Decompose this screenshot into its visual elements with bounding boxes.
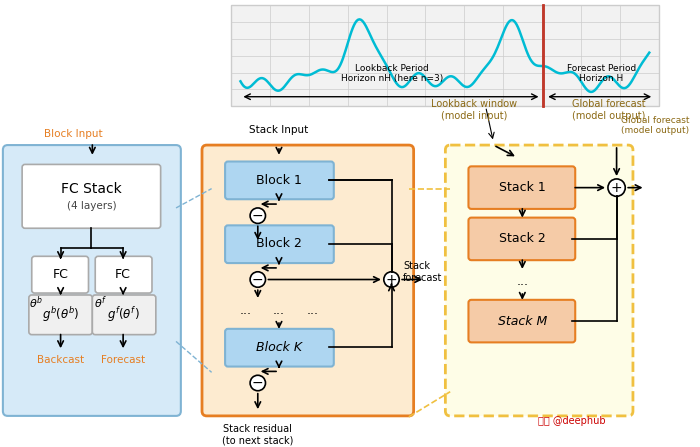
Text: 头条 @deephub: 头条 @deephub xyxy=(538,416,606,426)
Text: Stack M: Stack M xyxy=(498,315,547,328)
Text: $\theta^f$: $\theta^f$ xyxy=(94,294,108,311)
FancyBboxPatch shape xyxy=(468,218,575,260)
Text: $\theta^b$: $\theta^b$ xyxy=(29,294,43,311)
FancyBboxPatch shape xyxy=(22,164,160,228)
Text: Forecast Period
Horizon H: Forecast Period Horizon H xyxy=(566,64,636,83)
Text: Block 2: Block 2 xyxy=(256,237,302,250)
Text: Global forecast
(model output): Global forecast (model output) xyxy=(572,99,645,121)
Circle shape xyxy=(608,179,625,196)
Text: Stack
forecast: Stack forecast xyxy=(403,261,442,283)
FancyBboxPatch shape xyxy=(95,256,152,293)
FancyBboxPatch shape xyxy=(92,295,156,335)
FancyBboxPatch shape xyxy=(3,145,181,416)
Text: $g^b(\theta^b)$: $g^b(\theta^b)$ xyxy=(42,305,79,324)
Text: FC Stack: FC Stack xyxy=(61,181,122,196)
Text: Block 1: Block 1 xyxy=(256,174,302,187)
Text: Block K: Block K xyxy=(256,341,302,354)
Text: −: − xyxy=(252,376,264,390)
Text: Stack 2: Stack 2 xyxy=(499,232,546,245)
Text: (4 layers): (4 layers) xyxy=(66,201,116,211)
Text: ...: ... xyxy=(307,304,319,317)
Circle shape xyxy=(250,375,265,391)
FancyBboxPatch shape xyxy=(445,145,633,416)
Text: FC: FC xyxy=(52,268,69,281)
FancyBboxPatch shape xyxy=(32,256,88,293)
Text: Lookback Period
Horizon nH (here n=3): Lookback Period Horizon nH (here n=3) xyxy=(341,64,443,83)
Text: $g^f(\theta^f)$: $g^f(\theta^f)$ xyxy=(106,305,139,324)
Text: Block Input: Block Input xyxy=(44,129,103,139)
Text: ...: ... xyxy=(239,304,251,317)
Text: +: + xyxy=(386,273,398,287)
FancyBboxPatch shape xyxy=(468,166,575,209)
Text: Forecast: Forecast xyxy=(101,355,145,365)
FancyBboxPatch shape xyxy=(225,161,334,199)
Text: FC: FC xyxy=(116,268,131,281)
Text: −: − xyxy=(252,273,264,287)
Bar xyxy=(231,5,659,106)
FancyBboxPatch shape xyxy=(225,329,334,367)
Text: Stack residual
(to next stack): Stack residual (to next stack) xyxy=(222,424,293,445)
Text: Global forecast
(model output): Global forecast (model output) xyxy=(622,116,690,135)
Text: ...: ... xyxy=(517,275,528,288)
Text: +: + xyxy=(611,181,622,194)
FancyBboxPatch shape xyxy=(29,295,92,335)
Circle shape xyxy=(250,272,265,287)
Circle shape xyxy=(250,208,265,224)
Text: −: − xyxy=(252,209,264,223)
Text: Stack Input: Stack Input xyxy=(249,126,309,135)
Text: Lookback window
(model input): Lookback window (model input) xyxy=(431,99,517,121)
Text: Stack 1: Stack 1 xyxy=(499,181,546,194)
FancyBboxPatch shape xyxy=(202,145,414,416)
Text: Backcast: Backcast xyxy=(37,355,84,365)
Circle shape xyxy=(384,272,399,287)
Text: ...: ... xyxy=(273,304,285,317)
FancyBboxPatch shape xyxy=(225,225,334,263)
FancyBboxPatch shape xyxy=(468,300,575,342)
